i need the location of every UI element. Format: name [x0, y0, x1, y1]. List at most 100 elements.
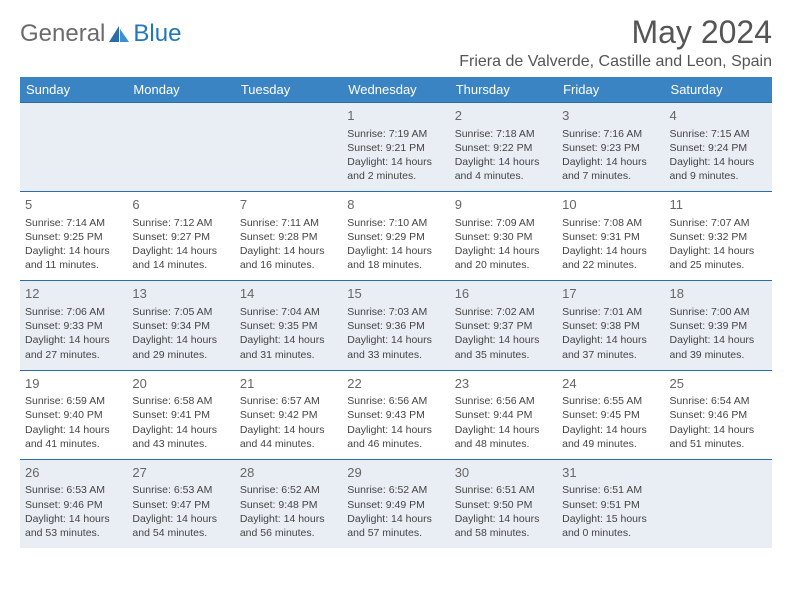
daylight-line-1: Daylight: 14 hours — [240, 333, 337, 347]
daylight-line-1: Daylight: 14 hours — [132, 333, 229, 347]
daylight-line-1: Daylight: 14 hours — [455, 423, 552, 437]
day-number: 14 — [240, 285, 337, 303]
daylight-line-1: Daylight: 14 hours — [670, 244, 767, 258]
calendar-day-cell: 22Sunrise: 6:56 AMSunset: 9:43 PMDayligh… — [342, 370, 449, 459]
sunset-line: Sunset: 9:44 PM — [455, 408, 552, 422]
daylight-line-2: and 31 minutes. — [240, 348, 337, 362]
calendar-day-cell: 25Sunrise: 6:54 AMSunset: 9:46 PMDayligh… — [665, 370, 772, 459]
daylight-line-1: Daylight: 14 hours — [347, 333, 444, 347]
sunset-line: Sunset: 9:22 PM — [455, 141, 552, 155]
day-number: 24 — [562, 375, 659, 393]
daylight-line-1: Daylight: 14 hours — [240, 423, 337, 437]
sunset-line: Sunset: 9:31 PM — [562, 230, 659, 244]
day-number: 26 — [25, 464, 122, 482]
daylight-line-1: Daylight: 14 hours — [562, 244, 659, 258]
sunrise-line: Sunrise: 7:08 AM — [562, 216, 659, 230]
daylight-line-1: Daylight: 14 hours — [240, 244, 337, 258]
daylight-line-2: and 33 minutes. — [347, 348, 444, 362]
logo: General Blue — [20, 20, 181, 48]
sunrise-line: Sunrise: 6:51 AM — [455, 483, 552, 497]
daylight-line-1: Daylight: 14 hours — [455, 512, 552, 526]
day-number: 9 — [455, 196, 552, 214]
calendar-week-row: 19Sunrise: 6:59 AMSunset: 9:40 PMDayligh… — [20, 370, 772, 459]
daylight-line-2: and 35 minutes. — [455, 348, 552, 362]
daylight-line-1: Daylight: 14 hours — [132, 244, 229, 258]
daylight-line-2: and 18 minutes. — [347, 258, 444, 272]
calendar-day-cell: 21Sunrise: 6:57 AMSunset: 9:42 PMDayligh… — [235, 370, 342, 459]
daylight-line-1: Daylight: 14 hours — [25, 244, 122, 258]
daylight-line-2: and 9 minutes. — [670, 169, 767, 183]
calendar-day-cell: 2Sunrise: 7:18 AMSunset: 9:22 PMDaylight… — [450, 103, 557, 192]
daylight-line-2: and 54 minutes. — [132, 526, 229, 540]
daylight-line-1: Daylight: 14 hours — [240, 512, 337, 526]
daylight-line-1: Daylight: 14 hours — [25, 333, 122, 347]
daylight-line-2: and 39 minutes. — [670, 348, 767, 362]
daylight-line-2: and 11 minutes. — [25, 258, 122, 272]
header: General Blue May 2024 Friera de Valverde… — [20, 14, 772, 71]
sunrise-line: Sunrise: 6:57 AM — [240, 394, 337, 408]
sunrise-line: Sunrise: 7:11 AM — [240, 216, 337, 230]
day-number: 8 — [347, 196, 444, 214]
daylight-line-2: and 25 minutes. — [670, 258, 767, 272]
weekday-header: Saturday — [665, 77, 772, 103]
sunrise-line: Sunrise: 7:18 AM — [455, 127, 552, 141]
sunset-line: Sunset: 9:25 PM — [25, 230, 122, 244]
logo-text-blue: Blue — [133, 20, 181, 48]
sunrise-line: Sunrise: 7:15 AM — [670, 127, 767, 141]
daylight-line-2: and 27 minutes. — [25, 348, 122, 362]
sunrise-line: Sunrise: 7:01 AM — [562, 305, 659, 319]
day-number: 16 — [455, 285, 552, 303]
sunset-line: Sunset: 9:47 PM — [132, 498, 229, 512]
calendar-day-cell: 13Sunrise: 7:05 AMSunset: 9:34 PMDayligh… — [127, 281, 234, 370]
day-number: 25 — [670, 375, 767, 393]
daylight-line-2: and 58 minutes. — [455, 526, 552, 540]
daylight-line-2: and 49 minutes. — [562, 437, 659, 451]
calendar-day-cell: 20Sunrise: 6:58 AMSunset: 9:41 PMDayligh… — [127, 370, 234, 459]
day-number: 3 — [562, 107, 659, 125]
day-number: 5 — [25, 196, 122, 214]
daylight-line-2: and 16 minutes. — [240, 258, 337, 272]
weekday-header: Friday — [557, 77, 664, 103]
sunrise-line: Sunrise: 7:04 AM — [240, 305, 337, 319]
daylight-line-2: and 20 minutes. — [455, 258, 552, 272]
sunrise-line: Sunrise: 7:06 AM — [25, 305, 122, 319]
calendar-day-cell — [665, 459, 772, 548]
calendar-day-cell: 16Sunrise: 7:02 AMSunset: 9:37 PMDayligh… — [450, 281, 557, 370]
sunset-line: Sunset: 9:41 PM — [132, 408, 229, 422]
calendar-week-row: 1Sunrise: 7:19 AMSunset: 9:21 PMDaylight… — [20, 103, 772, 192]
day-number: 23 — [455, 375, 552, 393]
sunset-line: Sunset: 9:33 PM — [25, 319, 122, 333]
sunset-line: Sunset: 9:43 PM — [347, 408, 444, 422]
sunrise-line: Sunrise: 6:59 AM — [25, 394, 122, 408]
sunrise-line: Sunrise: 7:12 AM — [132, 216, 229, 230]
sunset-line: Sunset: 9:50 PM — [455, 498, 552, 512]
day-number: 29 — [347, 464, 444, 482]
sunrise-line: Sunrise: 6:56 AM — [455, 394, 552, 408]
location: Friera de Valverde, Castille and Leon, S… — [459, 53, 772, 71]
sunrise-line: Sunrise: 7:00 AM — [670, 305, 767, 319]
title-block: May 2024 Friera de Valverde, Castille an… — [459, 14, 772, 71]
day-number: 13 — [132, 285, 229, 303]
sunrise-line: Sunrise: 7:09 AM — [455, 216, 552, 230]
calendar-day-cell: 9Sunrise: 7:09 AMSunset: 9:30 PMDaylight… — [450, 192, 557, 281]
daylight-line-2: and 57 minutes. — [347, 526, 444, 540]
sunset-line: Sunset: 9:21 PM — [347, 141, 444, 155]
calendar-day-cell: 5Sunrise: 7:14 AMSunset: 9:25 PMDaylight… — [20, 192, 127, 281]
calendar-day-cell: 23Sunrise: 6:56 AMSunset: 9:44 PMDayligh… — [450, 370, 557, 459]
daylight-line-1: Daylight: 14 hours — [25, 512, 122, 526]
daylight-line-2: and 41 minutes. — [25, 437, 122, 451]
calendar-day-cell: 26Sunrise: 6:53 AMSunset: 9:46 PMDayligh… — [20, 459, 127, 548]
day-number: 31 — [562, 464, 659, 482]
day-number: 11 — [670, 196, 767, 214]
weekday-header: Tuesday — [235, 77, 342, 103]
daylight-line-1: Daylight: 14 hours — [562, 423, 659, 437]
logo-sail-icon — [108, 24, 130, 44]
sunrise-line: Sunrise: 6:58 AM — [132, 394, 229, 408]
daylight-line-1: Daylight: 14 hours — [455, 244, 552, 258]
calendar-week-row: 5Sunrise: 7:14 AMSunset: 9:25 PMDaylight… — [20, 192, 772, 281]
calendar-day-cell — [235, 103, 342, 192]
daylight-line-2: and 4 minutes. — [455, 169, 552, 183]
sunset-line: Sunset: 9:39 PM — [670, 319, 767, 333]
day-number: 4 — [670, 107, 767, 125]
sunset-line: Sunset: 9:46 PM — [670, 408, 767, 422]
